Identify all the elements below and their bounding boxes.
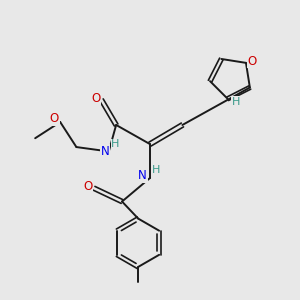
Text: N: N	[101, 145, 110, 158]
Text: O: O	[91, 92, 100, 105]
Text: H: H	[232, 97, 240, 107]
Text: N: N	[138, 169, 147, 182]
Text: H: H	[111, 139, 119, 149]
Text: O: O	[247, 55, 256, 68]
Text: H: H	[152, 165, 161, 175]
Text: O: O	[83, 180, 93, 193]
Text: O: O	[50, 112, 59, 125]
